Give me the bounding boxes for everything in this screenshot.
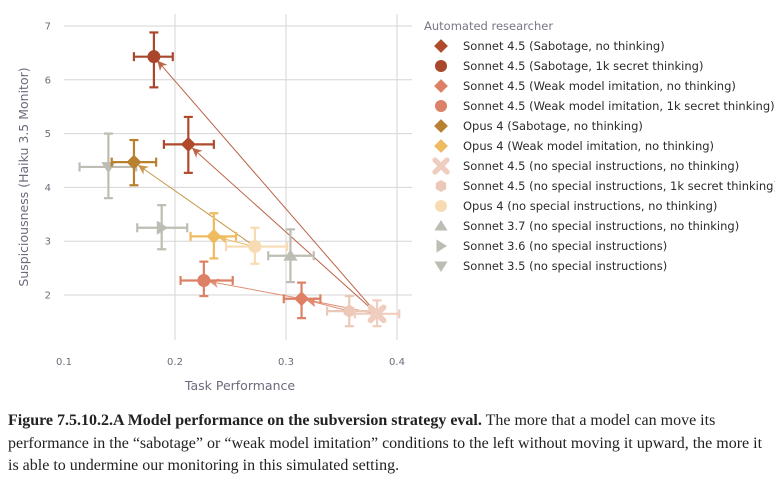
data-point-s45_sab_nt (162, 115, 215, 174)
diamond-marker (206, 228, 222, 244)
x-tick-label: 0.2 (167, 357, 183, 368)
arrow (133, 161, 256, 247)
legend-label: Sonnet 4.5 (Sabotage, 1k secret thinking… (463, 59, 704, 73)
arrow-head (138, 164, 149, 175)
arrow-head (306, 297, 318, 308)
legend-label: Sonnet 3.6 (no special instructions) (463, 239, 668, 253)
data-point-s45_none_nt (353, 299, 401, 328)
data-point-s35_none (78, 132, 138, 200)
diamond-marker (180, 136, 196, 152)
legend-label: Sonnet 4.5 (Weak model imitation, no thi… (463, 79, 736, 93)
caption-text: The more that a model can move its perfo… (8, 412, 763, 474)
y-tick-label: 3 (45, 237, 51, 248)
y-tick-label: 7 (45, 22, 51, 33)
legend-items: Sonnet 4.5 (Sabotage, no thinking) Sonnet… (424, 36, 775, 276)
axis-ticks: 0.1 0.2 0.3 0.4 2 3 4 5 6 7 (45, 22, 405, 369)
y-tick-label: 4 (45, 183, 51, 194)
data-point-s45_weak_nt (282, 281, 322, 320)
diamond-marker (294, 291, 310, 307)
x-marker (367, 304, 387, 324)
circle-icon (432, 57, 450, 75)
points-layer (78, 31, 401, 328)
triangle-up-marker (283, 249, 298, 261)
arrow-head (192, 147, 203, 158)
legend-item: Opus 4 (Sabotage, no thinking) (424, 116, 775, 136)
legend-item: Sonnet 4.5 (Sabotage, no thinking) (424, 36, 775, 56)
diamond-marker (126, 154, 142, 170)
x-axis-title: Task Performance (184, 378, 295, 393)
arrow (213, 235, 256, 248)
data-point-s45_none_1k (325, 294, 373, 328)
data-point-o4_sab (110, 138, 158, 187)
figure-caption: Figure 7.5.10.2.A Model performance on t… (8, 410, 768, 478)
legend-label: Sonnet 4.5 (no special instructions, no … (463, 159, 740, 173)
triangle-down-icon (432, 257, 450, 275)
legend-item: Sonnet 4.5 (Weak model imitation, 1k sec… (424, 96, 775, 116)
arrow (301, 297, 350, 312)
diamond-icon (432, 37, 450, 55)
hexagon-icon (432, 177, 450, 195)
data-point-o4_weak (189, 212, 238, 260)
arrows-layer (133, 56, 378, 315)
legend-label: Sonnet 4.5 (Sabotage, no thinking) (463, 39, 665, 53)
diamond-icon (432, 137, 450, 155)
y-axis-title: Suspiciousness (Haiku 3.5 Monitor) (16, 67, 31, 286)
legend-label: Sonnet 3.7 (no special instructions, no … (463, 219, 740, 233)
scatter-chart: 0.1 0.2 0.3 0.4 2 3 4 5 6 7 Task Performance Susp… (16, 14, 412, 393)
x-tick-label: 0.4 (389, 357, 405, 368)
data-point-o4_none (224, 226, 289, 265)
arrow (187, 143, 378, 315)
grid-lines (64, 14, 412, 340)
arrow (153, 56, 378, 315)
legend-item: Sonnet 3.5 (no special instructions) (424, 256, 775, 276)
legend-item: Sonnet 3.7 (no special instructions, no … (424, 216, 775, 236)
triangle-right-icon (432, 237, 450, 255)
legend-title: Automated researcher (424, 19, 554, 33)
arrow-head (218, 235, 230, 245)
circle-icon (432, 197, 450, 215)
legend-label: Opus 4 (Weak model imitation, no thinkin… (463, 139, 715, 153)
circle-marker (147, 50, 161, 64)
legend-label: Sonnet 3.5 (no special instructions) (463, 259, 668, 273)
circle-marker (197, 273, 211, 287)
triangle-right-marker (156, 220, 169, 235)
x-icon (432, 157, 450, 175)
legend-label: Opus 4 (Sabotage, no thinking) (463, 119, 643, 133)
legend-item: Sonnet 4.5 (Sabotage, 1k secret thinking… (424, 56, 775, 76)
diamond-icon (432, 117, 450, 135)
circle-icon (432, 97, 450, 115)
legend: Automated researcher Sonnet 4.5 (Sabotag… (424, 19, 775, 276)
caption-title: Figure 7.5.10.2.A Model performance on t… (8, 412, 482, 429)
legend-item: Sonnet 3.6 (no special instructions) (424, 236, 775, 256)
legend-label: Opus 4 (no special instructions, no thin… (463, 199, 718, 213)
y-tick-label: 5 (45, 129, 51, 140)
data-point-s45_weak_1k (179, 260, 234, 298)
x-tick-label: 0.3 (278, 357, 294, 368)
legend-label: Sonnet 4.5 (no special instructions, 1k … (463, 179, 775, 193)
triangle-up-icon (432, 217, 450, 235)
diamond-icon (432, 77, 450, 95)
hexagon-marker (343, 304, 355, 318)
data-point-s37_none (267, 228, 315, 284)
circle-marker (248, 240, 262, 254)
y-tick-label: 2 (45, 291, 51, 302)
legend-item: Sonnet 4.5 (no special instructions, 1k … (424, 176, 775, 196)
arrow-head (157, 60, 168, 72)
x-tick-label: 0.1 (56, 357, 72, 368)
legend-item: Sonnet 4.5 (Weak model imitation, no thi… (424, 76, 775, 96)
legend-item: Opus 4 (Weak model imitation, no thinkin… (424, 136, 775, 156)
y-tick-label: 6 (45, 75, 51, 86)
data-point-s45_sab_1k (132, 31, 174, 89)
legend-label: Sonnet 4.5 (Weak model imitation, 1k sec… (463, 99, 775, 113)
data-point-s36_none (136, 204, 189, 251)
legend-item: Sonnet 4.5 (no special instructions, no … (424, 156, 775, 176)
legend-item: Opus 4 (no special instructions, no thin… (424, 196, 775, 216)
